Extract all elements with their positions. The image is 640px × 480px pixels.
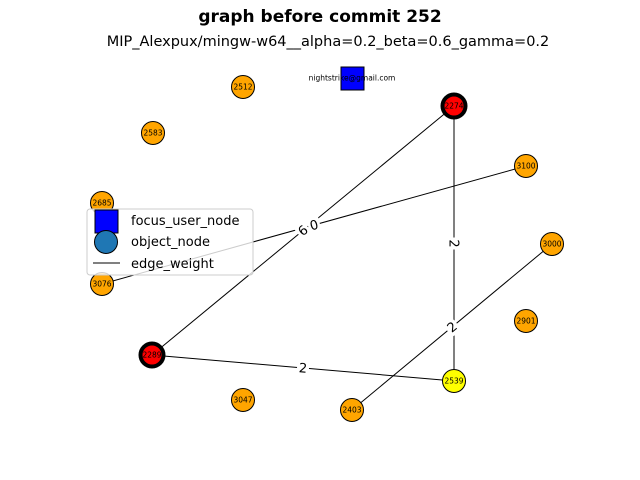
edge-weight-2289-2274: 6 (293, 220, 313, 241)
node-circle (138, 341, 166, 369)
edge-weight-label: 0 (308, 218, 320, 235)
legend-edge-label: edge_weight (131, 257, 214, 272)
node-label: 3047 (233, 396, 252, 405)
chart-title: graph before commit 252 (198, 7, 442, 27)
object-node-3100: 3100 (514, 154, 538, 178)
node-circle (440, 92, 468, 120)
object-node-2512: 2512 (231, 75, 255, 99)
focus-user-label: nightstrike@gmail.com (309, 74, 396, 83)
node-label: 2289 (142, 351, 161, 360)
node-circle (514, 154, 538, 178)
edge-weight-bg (442, 317, 462, 337)
edge-labels-layer: 60 2 2 2 (293, 215, 462, 377)
focus-user-node: nightstrike@gmail.com (309, 66, 396, 91)
focus-user-square (340, 66, 365, 91)
node-circle (231, 75, 255, 99)
node-label: 3000 (542, 240, 561, 249)
object-node-2274: 2274 (440, 92, 468, 120)
node-circle (231, 388, 255, 412)
node-label: 2274 (444, 102, 463, 111)
node-label: 2403 (342, 406, 361, 415)
edge-weight-bg (446, 237, 462, 250)
edge-weight-label: 2 (446, 239, 461, 247)
object-node-3000: 3000 (540, 232, 564, 256)
nodes-layer: 2512 2583 2685 3076 2289 3047 2403 2539 2901 3000… (90, 75, 564, 422)
legend: focus_user_node object_node edge_weight (86, 208, 254, 276)
node-circle (514, 309, 538, 333)
node-label: 3100 (516, 162, 535, 171)
node-circle (141, 121, 165, 145)
node-circle (340, 398, 364, 422)
object-node-3047: 3047 (231, 388, 255, 412)
edge-weight-2403-3000: 2 (442, 317, 462, 337)
node-label: 2901 (516, 317, 535, 326)
legend-object-label: object_node (131, 235, 210, 250)
legend-object-marker (94, 230, 118, 254)
node-circle (442, 369, 466, 393)
object-node-2901: 2901 (514, 309, 538, 333)
object-node-2539: 2539 (442, 369, 466, 393)
node-label: 2512 (233, 83, 252, 92)
edge-weight-label: 2 (298, 361, 308, 377)
node-label: 2685 (92, 199, 111, 208)
edge-weight-bg (306, 215, 322, 235)
edge-weight-2274-2539: 2 (446, 237, 462, 250)
chart-subtitle: MIP_Alexpux/mingw-w64__alpha=0.2_beta=0.… (106, 34, 550, 50)
legend-box (86, 208, 254, 276)
object-node-2403: 2403 (340, 398, 364, 422)
legend-focus-marker (94, 209, 119, 234)
legend-focus-label: focus_user_node (131, 214, 240, 229)
edge-weight-bg (293, 220, 313, 241)
edge-weight-3076-3100: 0 (306, 215, 322, 235)
node-label: 2539 (444, 377, 463, 386)
node-circle (540, 232, 564, 256)
object-node-2289: 2289 (138, 341, 166, 369)
object-node-2583: 2583 (141, 121, 165, 145)
edge-weight-bg (296, 359, 310, 377)
node-label: 3076 (92, 280, 111, 289)
object-node-3076: 3076 (90, 272, 114, 296)
edge-weight-2289-2539: 2 (296, 359, 310, 377)
node-label: 2583 (143, 129, 162, 138)
